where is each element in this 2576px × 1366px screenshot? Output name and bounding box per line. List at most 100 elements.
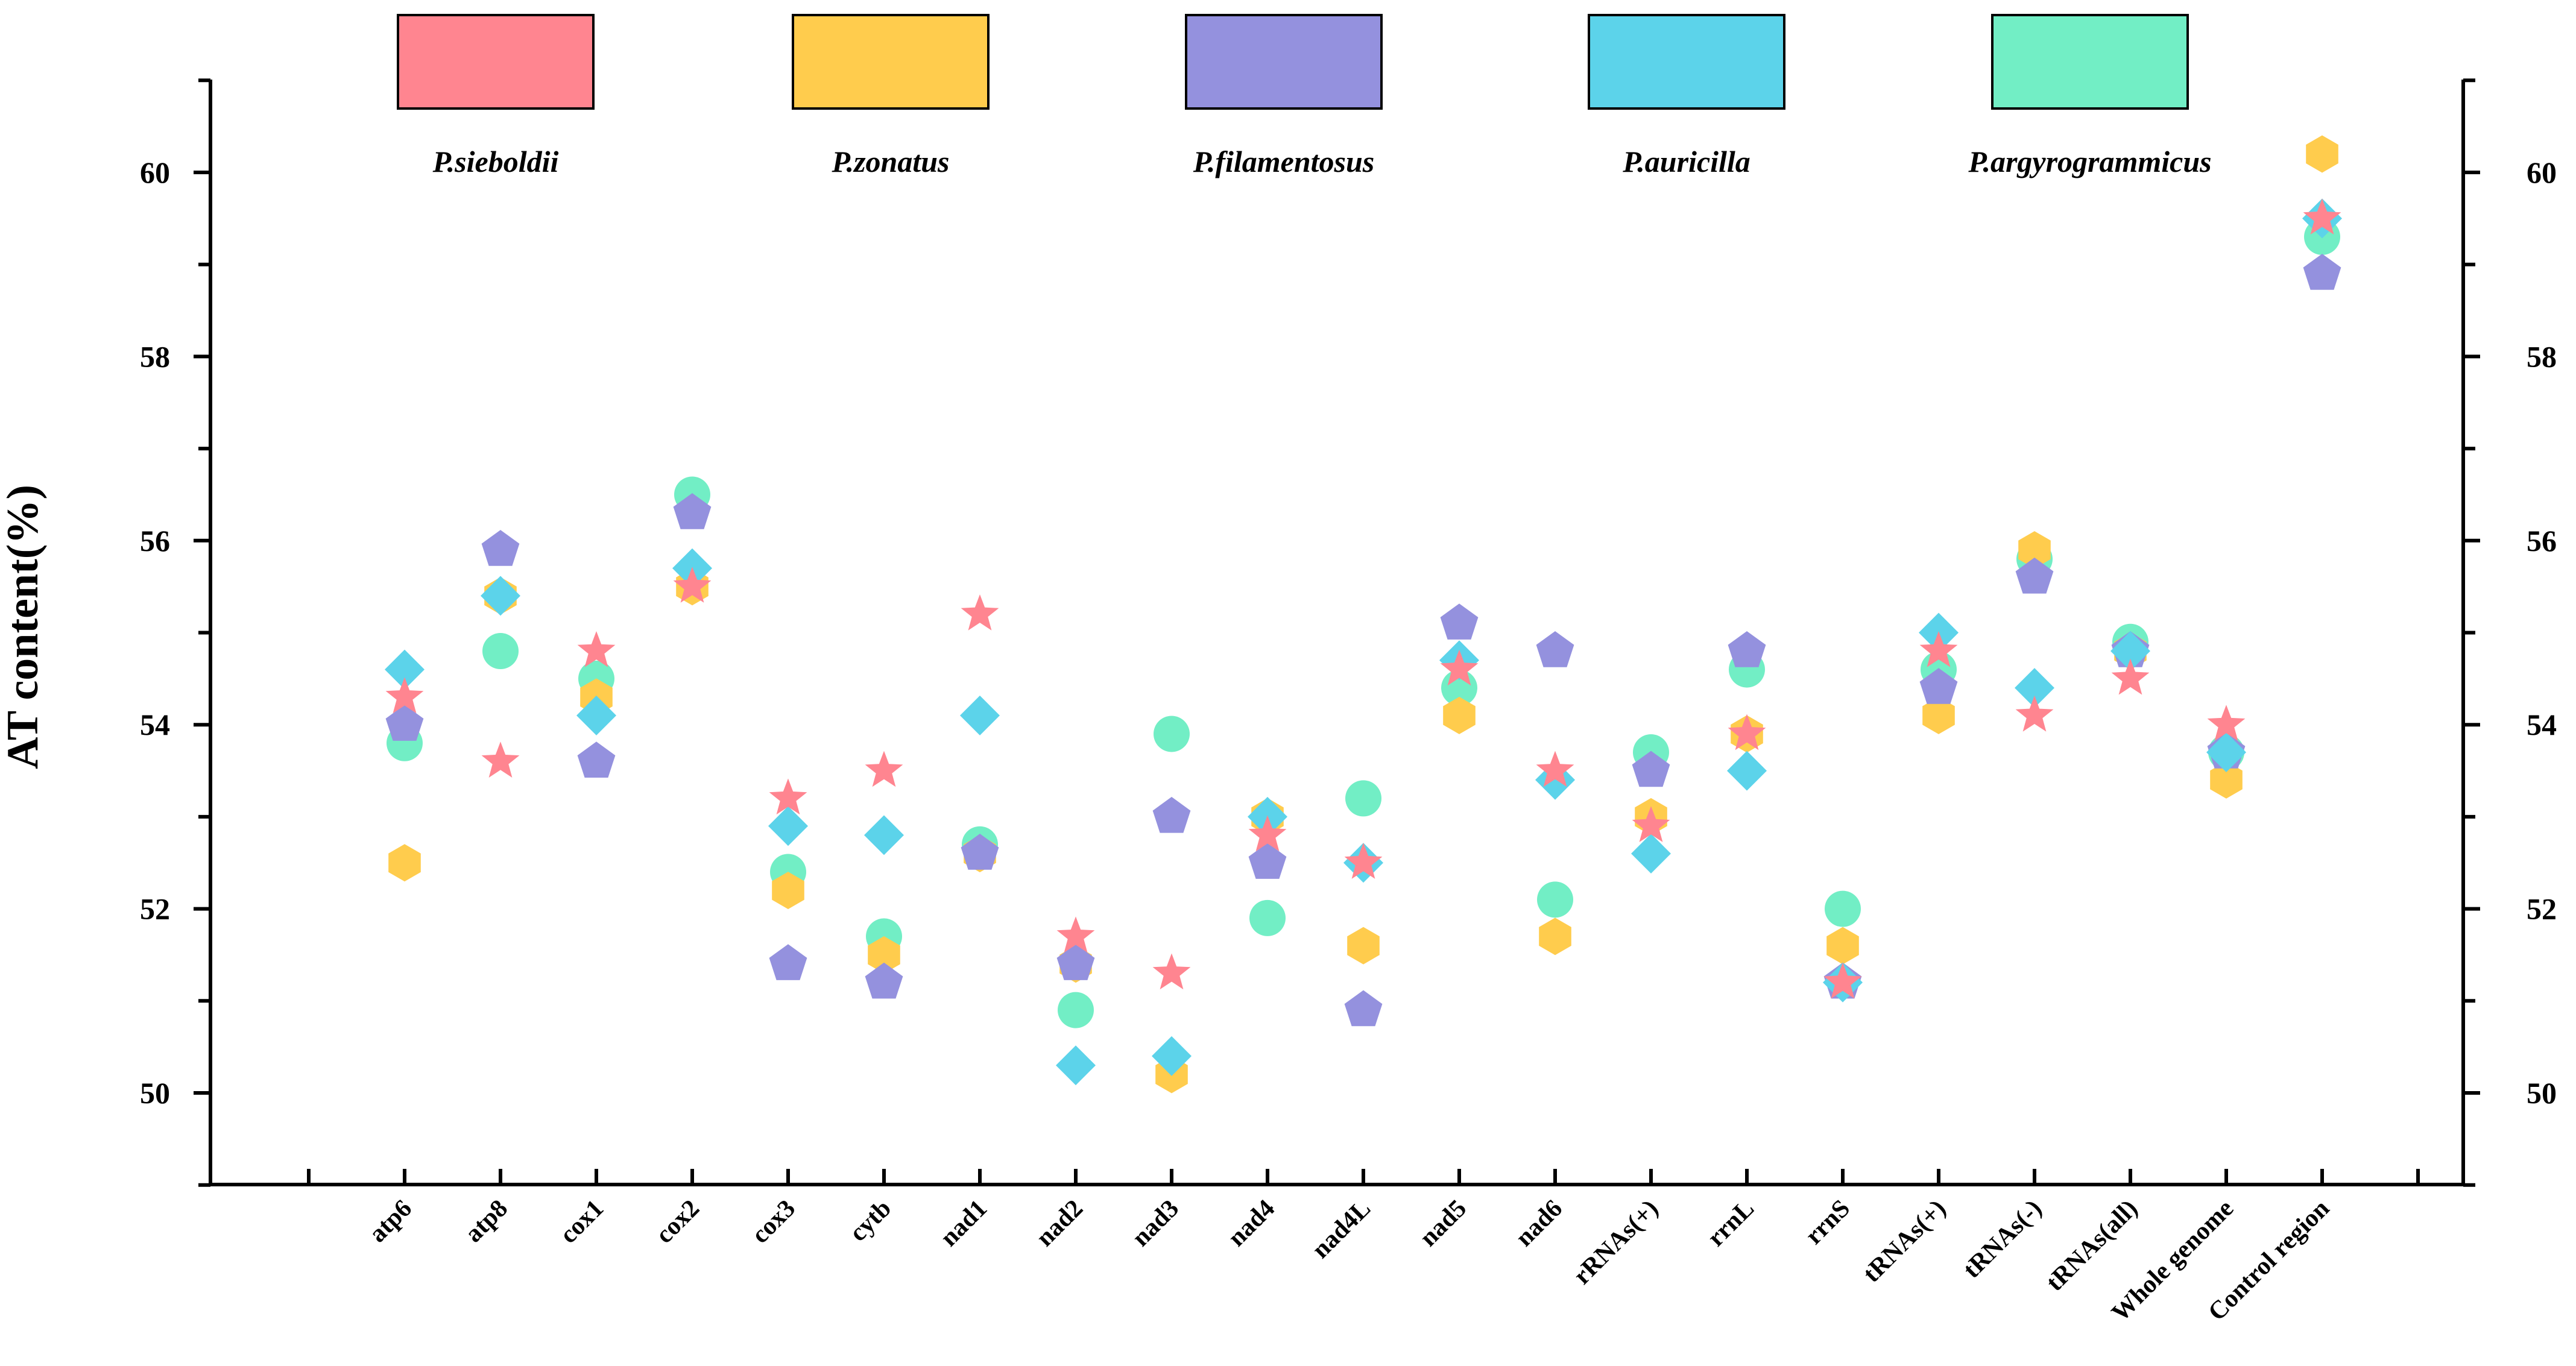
series-p-filamentosus: [385, 254, 2341, 1027]
point-p-sieboldii-nad4: [1248, 815, 1287, 852]
point-p-sieboldii-nad6: [1536, 751, 1574, 787]
point-p-sieboldii-atp6: [385, 677, 424, 714]
point-p-argyrogrammicus-nad6: [1537, 881, 1573, 918]
point-p-sieboldii-whole-genome: [2207, 705, 2246, 741]
point-p-auricilla-atp8: [481, 576, 520, 616]
point-p-filamentosus-nad5: [1440, 603, 1479, 640]
point-p-zonatus-trnas: [1922, 696, 1955, 734]
x-tick-label-nad4: nad4: [1223, 1195, 1280, 1252]
point-p-zonatus-nad5: [1443, 696, 1476, 734]
point-p-auricilla-trnas: [2015, 668, 2054, 708]
point-p-sieboldii-control-region: [2303, 198, 2341, 234]
point-p-zonatus-trnas: [2018, 531, 2051, 569]
point-p-zonatus-cytb: [868, 936, 900, 974]
point-p-filamentosus-nad3: [1152, 796, 1191, 833]
point-p-sieboldii-nad5: [1440, 649, 1479, 686]
x-tick-label-nad1: nad1: [935, 1195, 993, 1252]
point-p-argyrogrammicus-atp8: [482, 633, 519, 670]
point-p-filamentosus-nad2: [1056, 944, 1095, 980]
x-tick-label-rrns: rrnS: [1800, 1195, 1855, 1250]
point-p-zonatus-whole-genome: [2210, 761, 2243, 799]
x-tick-label-cox1: cox1: [555, 1195, 609, 1249]
point-p-filamentosus-nad4l: [1344, 990, 1383, 1027]
x-tick-label-cox2: cox2: [651, 1195, 705, 1249]
point-p-filamentosus-rrnas: [1632, 751, 1670, 787]
point-p-sieboldii-rrnl: [1728, 714, 1766, 751]
point-p-sieboldii-rrns: [1823, 962, 1862, 999]
point-p-zonatus-cox3: [772, 872, 804, 910]
point-p-sieboldii-nad3: [1152, 953, 1191, 990]
point-p-zonatus-atp6: [388, 844, 421, 882]
point-p-sieboldii-trnas: [1919, 631, 1958, 667]
point-p-zonatus-nad4l: [1347, 927, 1380, 965]
y-tick-label-left: 54: [140, 708, 170, 741]
x-tick-label-trnas: tRNAs(-): [1958, 1195, 2047, 1284]
point-p-sieboldii-nad4l: [1344, 843, 1383, 879]
legend-swatch-p-sieboldii: [397, 14, 595, 110]
point-p-auricilla-cox3: [768, 806, 808, 846]
legend-label-p-auricilla: P.auricilla: [1622, 145, 1750, 178]
point-p-sieboldii-trnas: [2015, 695, 2054, 732]
point-p-sieboldii-rrnas: [1632, 806, 1670, 842]
y-tick-label-right: 58: [2527, 339, 2557, 373]
point-p-auricilla-atp6: [385, 649, 425, 690]
x-tick-label-rrnl: rrnL: [1702, 1195, 1760, 1252]
point-p-sieboldii-trnas-all: [2111, 658, 2150, 695]
x-tick-label-nad4l: nad4L: [1307, 1195, 1376, 1264]
point-p-argyrogrammicus-nad4: [1249, 899, 1286, 936]
point-p-filamentosus-cox2: [673, 493, 712, 529]
y-axis-label: AT content(%): [0, 485, 48, 769]
point-p-filamentosus-trnas: [2015, 557, 2054, 594]
x-tick-label-nad2: nad2: [1031, 1195, 1088, 1252]
legend-swatch-p-filamentosus: [1185, 14, 1383, 110]
legend-label-p-sieboldii: P.sieboldii: [432, 145, 559, 178]
x-tick-label-atp6: atp6: [364, 1195, 417, 1248]
legend-label-p-argyrogrammicus: P.argyrogrammicus: [1968, 145, 2211, 178]
point-p-filamentosus-atp8: [481, 530, 520, 566]
series-p-sieboldii: [385, 198, 2341, 999]
point-p-sieboldii-cox3: [769, 778, 807, 815]
point-p-filamentosus-cox1: [577, 741, 616, 778]
y-tick-label-left: 60: [140, 156, 170, 189]
point-p-argyrogrammicus-rrns: [1825, 890, 1861, 927]
point-p-auricilla-rrnl: [1727, 751, 1767, 791]
point-p-filamentosus-trnas: [1919, 668, 1958, 704]
point-p-filamentosus-cytb: [865, 962, 903, 999]
legend-swatch-p-argyrogrammicus: [1991, 14, 2189, 110]
x-tick-label-atp8: atp8: [459, 1195, 513, 1248]
x-tick-label-nad5: nad5: [1415, 1195, 1472, 1252]
legend-swatch-p-zonatus: [792, 14, 990, 110]
point-p-filamentosus-atp6: [385, 705, 424, 741]
y-tick-label-right: 54: [2527, 708, 2557, 741]
y-tick-label-right: 50: [2527, 1076, 2557, 1110]
x-tick-label-nad6: nad6: [1511, 1195, 1568, 1252]
point-p-filamentosus-nad1: [961, 834, 999, 870]
y-tick-label-right: 60: [2527, 156, 2557, 189]
y-tick-label-right: 56: [2527, 524, 2557, 558]
point-p-zonatus-rrns: [1826, 927, 1859, 965]
legend-label-p-zonatus: P.zonatus: [831, 145, 949, 178]
point-p-zonatus-nad6: [1539, 917, 1571, 955]
y-tick-label-left: 56: [140, 524, 170, 558]
point-p-auricilla-nad3: [1152, 1036, 1192, 1076]
x-tick-label-cox3: cox3: [747, 1195, 801, 1249]
y-tick-label-left: 52: [140, 892, 170, 926]
point-p-sieboldii-nad2: [1056, 916, 1095, 953]
x-tick-label-cytb: cytb: [844, 1195, 897, 1247]
point-p-auricilla-nad1: [960, 695, 1000, 735]
series-p-argyrogrammicus: [387, 218, 2340, 1028]
point-p-sieboldii-cox1: [577, 631, 616, 667]
point-p-filamentosus-cox3: [769, 944, 807, 980]
legend-label-p-filamentosus: P.filamentosus: [1193, 145, 1375, 178]
point-p-auricilla-cytb: [864, 815, 904, 855]
y-tick-label-right: 52: [2527, 892, 2557, 926]
y-tick-label-left: 50: [140, 1076, 170, 1110]
y-tick-label-left: 58: [140, 339, 170, 373]
point-p-filamentosus-nad6: [1536, 631, 1574, 667]
point-p-filamentosus-control-region: [2303, 254, 2341, 290]
x-tick-label-trnas: tRNAs(+): [1858, 1195, 1951, 1288]
x-tick-label-nad3: nad3: [1127, 1195, 1184, 1252]
point-p-argyrogrammicus-nad2: [1058, 992, 1094, 1028]
